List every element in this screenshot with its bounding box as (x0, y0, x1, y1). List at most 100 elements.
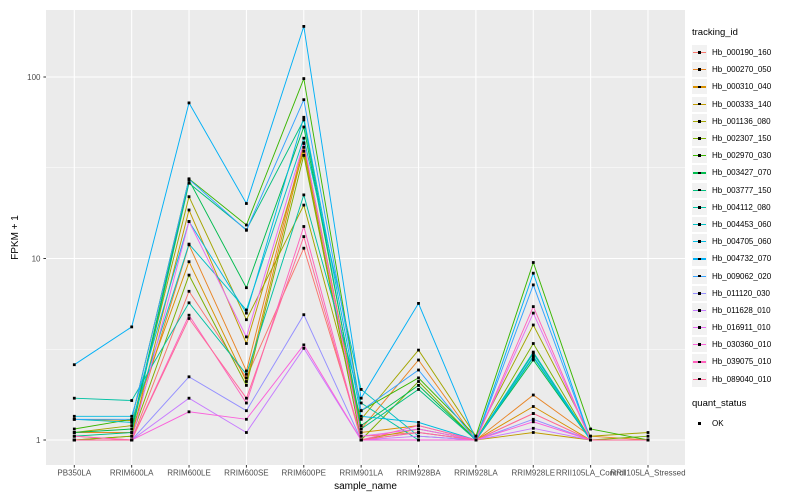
data-point (72, 431, 76, 434)
legend-item-Hb_002307_150: Hb_002307_150 (692, 130, 799, 147)
legend-key-line (692, 268, 707, 284)
data-point (130, 424, 134, 427)
data-point (589, 427, 592, 431)
legend-item-label: Hb_016911_010 (712, 323, 771, 333)
data-point (417, 358, 420, 362)
legend-item-Hb_001136_080: Hb_001136_080 (692, 113, 799, 130)
data-point (302, 235, 306, 238)
legend: tracking_id Hb_000190_160 Hb_000270_050 Hb… (692, 27, 799, 432)
data-point (531, 354, 535, 358)
legend-key-line (692, 62, 707, 78)
legend-key-line (692, 182, 707, 198)
data-point (187, 195, 191, 199)
legend-item-Hb_003427_070: Hb_003427_070 (692, 164, 799, 181)
data-point (302, 193, 306, 197)
data-point (359, 396, 363, 400)
data-point (417, 421, 420, 424)
data-point (302, 118, 306, 122)
legend-key-line (692, 113, 707, 129)
legend-item-label: Hb_000190_160 (712, 48, 772, 58)
data-point (474, 434, 478, 438)
data-point (646, 438, 650, 442)
data-point (531, 393, 535, 397)
data-point (245, 431, 248, 434)
data-point (531, 350, 535, 354)
data-point (187, 313, 191, 317)
plot-panel (46, 10, 685, 465)
data-point (187, 242, 191, 246)
data-point (245, 369, 248, 373)
legend-key-line (692, 234, 707, 250)
data-point (417, 427, 420, 431)
data-point (245, 417, 248, 421)
legend-item-label: Hb_011120_030 (712, 288, 770, 298)
data-point (302, 145, 306, 149)
legend-item-label: Hb_003427_070 (712, 168, 772, 178)
x-axis-title: sample_name (334, 481, 397, 492)
data-point (417, 438, 420, 442)
legend-item-Hb_000333_140: Hb_000333_140 (692, 96, 799, 113)
data-point (531, 283, 535, 287)
data-point (245, 380, 248, 383)
data-point (531, 311, 535, 315)
tick-labels: PB350LA RRIM600LA RRIM600LE RRIM600SE RRIM60… (27, 73, 685, 478)
legend-item-Hb_000190_160: Hb_000190_160 (692, 44, 799, 61)
data-point (417, 368, 420, 372)
data-point (359, 401, 363, 405)
legend-item-label: Hb_030360_010 (712, 340, 772, 350)
legend-key-line (692, 354, 707, 370)
legend-item-label: Hb_002307_150 (712, 134, 772, 144)
legend-item-Hb_009062_020: Hb_009062_020 (692, 267, 799, 284)
x-tick-label: RRIM600LA (110, 469, 154, 478)
data-point (417, 424, 420, 427)
data-point (245, 401, 248, 405)
data-point (302, 346, 306, 350)
legend-item-Hb_004112_080: Hb_004112_080 (692, 199, 799, 216)
legend-item-Hb_003777_150: Hb_003777_150 (692, 182, 799, 199)
x-tick-label: RRII105LA_Stressed (610, 469, 685, 478)
data-point (531, 417, 535, 421)
data-point (245, 335, 248, 339)
data-point (245, 308, 248, 312)
data-point (187, 396, 191, 400)
data-point (589, 434, 592, 438)
data-point (187, 375, 191, 379)
data-point (72, 363, 76, 367)
data-point (187, 101, 191, 105)
data-point (245, 228, 248, 232)
legend-item-label: Hb_004732_070 (712, 254, 772, 264)
data-point (130, 427, 134, 431)
data-point (245, 384, 248, 387)
data-point (130, 417, 134, 421)
data-point (531, 305, 535, 308)
legend-key-line (692, 165, 707, 181)
data-point (531, 271, 535, 275)
legend-item-Hb_016911_010: Hb_016911_010 (692, 319, 799, 336)
data-point (417, 380, 420, 383)
data-point (359, 409, 363, 413)
data-point (187, 317, 191, 320)
data-point (531, 358, 535, 362)
quant-status-key (692, 416, 707, 431)
legend-key-line (692, 285, 707, 301)
data-point (245, 223, 248, 227)
data-point (130, 325, 134, 329)
legend-key-line (692, 302, 707, 318)
x-tick-label: PB350LA (57, 469, 91, 478)
legend-item-label: Hb_003777_150 (712, 185, 772, 195)
legend-item-Hb_004453_060: Hb_004453_060 (692, 216, 799, 233)
data-point (417, 384, 420, 387)
legend-item-label: Hb_000270_050 (712, 65, 772, 75)
legend-item-label: Hb_039075_010 (712, 357, 772, 367)
legend-item-Hb_089040_010: Hb_089040_010 (692, 371, 799, 388)
legend-item-Hb_004732_070: Hb_004732_070 (692, 250, 799, 267)
data-point (187, 410, 191, 414)
data-point (302, 149, 306, 153)
data-point (302, 203, 306, 207)
legend-item-Hb_004705_060: Hb_004705_060 (692, 233, 799, 250)
data-point (187, 301, 191, 305)
data-point (72, 417, 76, 421)
x-tick-label: RRIM928LA (454, 469, 498, 478)
quant-status-legend-item: OK (692, 415, 799, 432)
data-point (589, 438, 592, 442)
